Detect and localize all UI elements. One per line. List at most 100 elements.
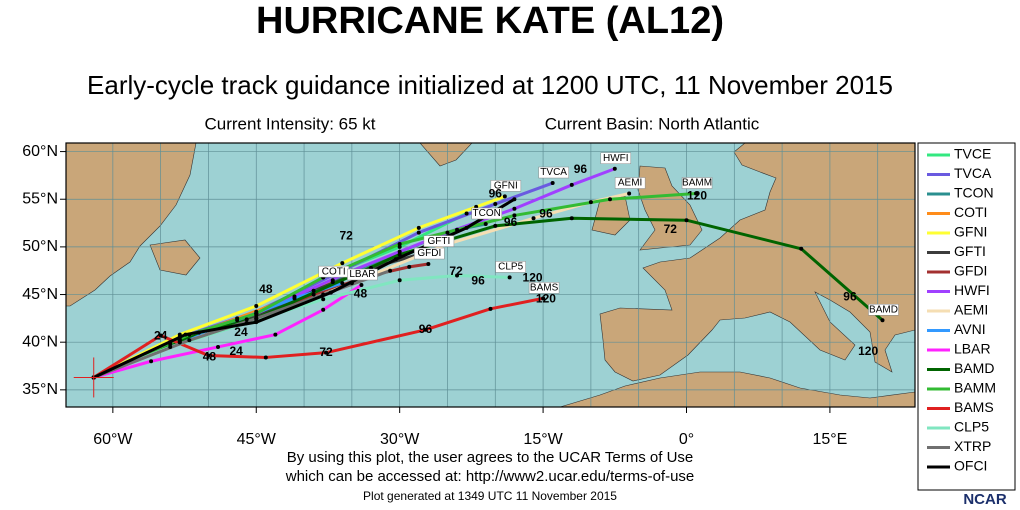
track-point — [416, 225, 421, 230]
track-point — [483, 222, 488, 227]
track-point — [244, 321, 249, 326]
forecast-hour-label: 48 — [259, 282, 273, 296]
track-point — [321, 297, 326, 302]
map-frame — [65, 142, 916, 408]
current-basin: Current Basin: North Atlantic — [545, 114, 760, 133]
forecast-hour-label: 72 — [664, 222, 678, 236]
track-label: GFTI — [428, 236, 451, 247]
track-label: HWFI — [603, 153, 629, 164]
legend-label: OFCI — [954, 458, 987, 474]
forecast-hour-label: 120 — [523, 271, 543, 285]
forecast-hour-label: 96 — [419, 322, 433, 336]
track-point — [177, 332, 182, 337]
track-point — [340, 261, 345, 266]
track-point — [493, 223, 498, 228]
track-point — [512, 213, 517, 218]
track-point — [588, 200, 593, 205]
track-point — [149, 359, 154, 364]
track-point — [880, 318, 885, 323]
track — [92, 296, 544, 379]
track-label-box — [868, 304, 899, 316]
track-label: CLP5 — [498, 262, 523, 273]
legend-label: AEMI — [954, 302, 988, 318]
lat-tick-label: 60°N — [22, 143, 58, 160]
track-label-box — [423, 235, 455, 247]
forecast-hour-label: 48 — [354, 287, 368, 301]
track-point — [349, 281, 354, 286]
track-point — [612, 166, 617, 171]
track-point — [183, 332, 188, 337]
track-label: BAMM — [682, 178, 712, 189]
lat-tick-label: 55°N — [22, 190, 58, 207]
legend-label: AVNI — [954, 321, 986, 337]
legend-label: BAMD — [954, 360, 994, 376]
track-point — [177, 335, 182, 340]
track-point — [464, 211, 469, 216]
legend-label: GFDI — [954, 263, 987, 279]
forecast-hour-label: 96 — [539, 207, 553, 221]
track-point — [311, 288, 316, 293]
track-point — [254, 303, 259, 308]
track-label-box — [528, 282, 560, 294]
track-point — [397, 278, 402, 283]
legend-label: TVCA — [954, 165, 992, 181]
track-label: TCON — [473, 208, 501, 219]
track-label: GFNI — [494, 181, 518, 192]
forecast-hour-label: 120 — [536, 291, 556, 305]
lon-tick-label: 60°W — [93, 431, 133, 448]
track-label-box — [538, 166, 569, 179]
track-point — [321, 292, 326, 297]
track-point — [393, 257, 398, 262]
forecast-hour-label: 120 — [858, 344, 878, 358]
track-point — [359, 283, 364, 288]
lon-tick-label: 30°W — [380, 431, 420, 448]
track-point — [177, 340, 182, 345]
forecast-hour-label: 72 — [319, 345, 333, 359]
disclaimer-line: By using this plot, the user agrees to t… — [287, 449, 694, 466]
track-point — [328, 290, 333, 295]
track-point — [507, 275, 512, 280]
track-point — [455, 227, 460, 232]
track-label-box — [490, 180, 522, 192]
track-point — [244, 317, 249, 322]
forecast-hour-label: 72 — [339, 229, 353, 243]
lat-tick-label: 50°N — [22, 238, 58, 255]
legend-label: BAMM — [954, 380, 996, 396]
track-point — [488, 306, 493, 311]
forecast-hour-label: 120 — [687, 189, 707, 203]
track-point — [684, 218, 689, 223]
lon-tick-label: 15°W — [523, 431, 563, 448]
track-point — [168, 344, 173, 349]
track-point — [627, 191, 632, 196]
track-point — [263, 355, 268, 360]
track-point — [531, 216, 536, 221]
track-point — [388, 268, 393, 273]
legend-label: CLP5 — [954, 419, 989, 435]
track-label-box — [614, 177, 646, 189]
lat-tick-label: 45°N — [22, 286, 58, 303]
track-point — [311, 292, 316, 297]
track-point — [187, 332, 192, 337]
track-point — [292, 296, 297, 301]
legend-label: XTRP — [954, 438, 991, 454]
track-point — [426, 262, 431, 267]
legend-label: HWFI — [954, 282, 990, 298]
forecast-hour-label: 96 — [471, 273, 485, 287]
track-point — [512, 206, 517, 211]
subtitle: Early-cycle track guidance initialized a… — [87, 70, 893, 100]
track-label-box — [471, 207, 502, 220]
track-point — [340, 281, 345, 286]
track-point — [799, 246, 804, 251]
track-point — [569, 216, 574, 221]
track-point — [550, 181, 555, 186]
track-point — [330, 280, 335, 285]
track-point — [397, 244, 402, 249]
track-point — [397, 249, 402, 254]
forecast-hour-label: 24 — [230, 344, 244, 358]
track-label: BAMD — [869, 304, 898, 315]
track-point — [502, 194, 507, 199]
track-label: LBAR — [349, 269, 375, 280]
track-point — [206, 353, 211, 358]
track-point — [445, 230, 450, 235]
